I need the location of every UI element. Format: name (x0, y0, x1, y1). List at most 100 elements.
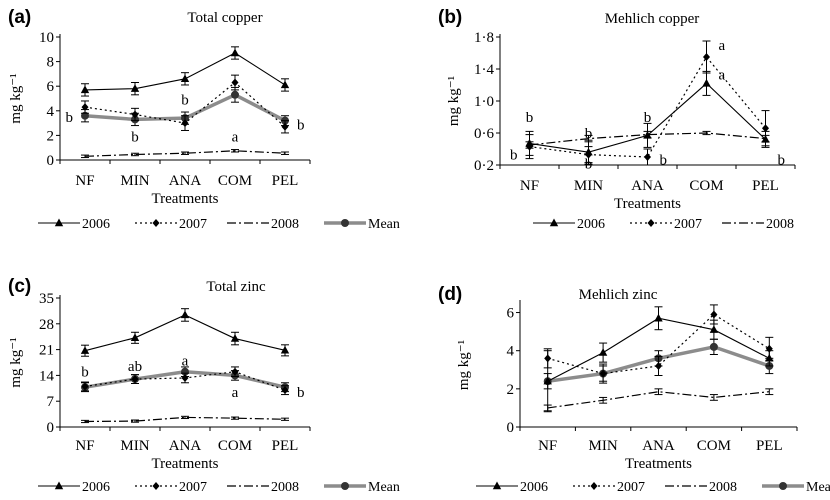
legend-marker (54, 218, 64, 227)
legend-item: 2006 (476, 480, 548, 495)
series-line (529, 55, 766, 158)
panel-c: (c) Total zinc 0 7 14 21 28 35 NF MIN ANA COM PEL Tre… (8, 276, 400, 495)
legend-marker (152, 482, 160, 490)
series-line (529, 132, 766, 146)
data-point (654, 313, 663, 322)
y-tick-label: 6 (47, 79, 55, 95)
legend-item: Mean (324, 480, 400, 495)
data-point (131, 110, 139, 119)
series-2007 (81, 74, 289, 134)
legend-item: 2007 (135, 480, 207, 495)
x-tick-label: ANA (631, 178, 664, 194)
significance-letter: b (510, 148, 518, 164)
legend-marker (647, 219, 655, 227)
data-point (709, 325, 719, 333)
panel-label: (d) (438, 284, 462, 305)
legend-label: 2008 (766, 217, 794, 232)
significance-letter: b (526, 110, 534, 126)
series-2008 (81, 415, 289, 424)
data-point (702, 78, 711, 87)
panel-b: (b) Mehlich copper 0·2 0·6 1·0 1·4 1·8 NF MIN ANA… (438, 7, 796, 232)
y-tick-label: 35 (39, 291, 54, 307)
data-point (231, 78, 239, 87)
significance-letter: b (181, 93, 189, 109)
y-tick-label: 7 (47, 394, 55, 410)
legend-marker (590, 482, 598, 490)
legend-label: 2006 (82, 217, 110, 232)
panel-d: (d) Mehlich zinc 0 2 4 6 NF MIN ANA COM PEL Treatme… (438, 284, 830, 495)
data-point (710, 310, 718, 319)
y-tick-label: 0·2 (474, 158, 494, 174)
y-tick-label: 8 (47, 55, 55, 71)
data-point (80, 85, 90, 94)
significance-letter: ab (128, 359, 142, 375)
data-point (181, 119, 189, 128)
legend-item: 2008 (227, 480, 299, 495)
data-point (281, 386, 289, 395)
data-point (544, 354, 552, 363)
data-point (280, 80, 290, 89)
data-point (280, 345, 290, 354)
data-point (181, 367, 189, 376)
legend-item: 2008 (665, 480, 737, 495)
data-point (81, 382, 89, 391)
panel-label: (a) (8, 7, 31, 28)
x-tick-label: ANA (169, 438, 202, 454)
series-2008 (525, 130, 770, 149)
series-2006 (80, 46, 290, 97)
y-tick-label: 10 (39, 30, 54, 46)
y-tick-label: 21 (39, 343, 54, 359)
significance-letter: b (644, 110, 652, 126)
significance-letter: b (81, 365, 89, 381)
legend-label: 2008 (271, 217, 299, 232)
significance-letter: b (131, 130, 139, 146)
panel-label: (c) (8, 276, 31, 297)
series-2007 (81, 366, 289, 396)
panel-title: Total zinc (206, 279, 266, 295)
legend-item: 2006 (38, 217, 110, 232)
legend-marker (779, 482, 787, 490)
x-tick-label: MIN (574, 178, 603, 194)
legend: 2006 2007 2008 Mean (476, 480, 830, 495)
panel-title: Mehlich copper (605, 11, 700, 27)
y-tick-label: 4 (47, 104, 55, 120)
y-tick-label: 14 (39, 368, 55, 384)
legend-item: Mean (762, 480, 830, 495)
data-point (130, 333, 140, 342)
y-tick-label: 6 (507, 306, 515, 322)
y-tick-label: 0 (47, 153, 55, 169)
legend-item: 2008 (722, 217, 794, 232)
legend-label: 2006 (82, 480, 110, 495)
panel-title: Total copper (187, 10, 262, 26)
data-point (762, 124, 769, 133)
data-point (180, 74, 190, 83)
x-tick-label: COM (218, 173, 252, 189)
x-tick-label: NF (520, 178, 539, 194)
x-tick-label: COM (218, 438, 252, 454)
data-point (709, 342, 718, 351)
significance-letter: a (719, 68, 726, 84)
legend: 2006 2007 2008 (533, 217, 794, 232)
significance-letter: b (778, 152, 786, 168)
data-point (131, 375, 139, 384)
y-tick-label: 0 (507, 420, 515, 436)
significance-letter: a (232, 130, 239, 146)
series-2008 (81, 149, 289, 159)
data-point (598, 348, 608, 356)
data-point (281, 122, 289, 131)
legend-marker (549, 218, 559, 227)
y-tick-label: 0·6 (474, 126, 494, 142)
y-tick-label: 2 (507, 382, 515, 398)
legend-label: Mean (368, 480, 400, 495)
y-tick-label: 0 (47, 420, 55, 436)
series-2006 (543, 306, 774, 413)
legend-label: Mean (368, 217, 400, 232)
x-tick-label: ANA (169, 173, 202, 189)
legend-label: 2007 (617, 480, 645, 495)
x-tick-label: PEL (272, 438, 299, 454)
y-axis-title: mg kg⁻¹ (8, 73, 24, 123)
series-2007 (525, 40, 770, 166)
x-tick-label: MIN (589, 438, 618, 454)
y-axis-title: mg kg⁻¹ (8, 337, 24, 387)
data-point (231, 90, 239, 99)
